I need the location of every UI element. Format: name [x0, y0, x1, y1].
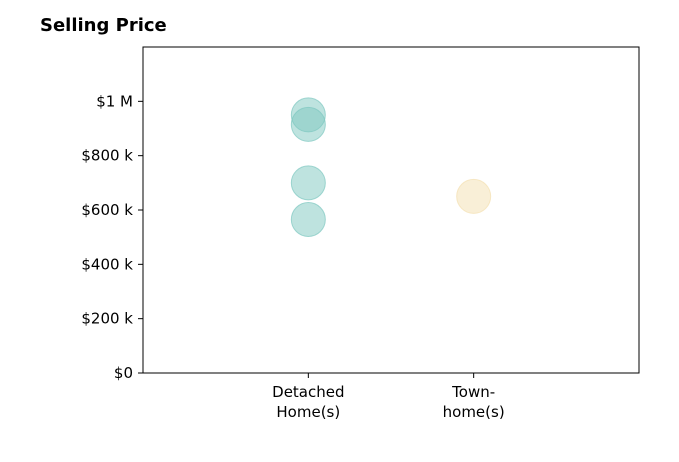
y-tick-label: $600 k: [81, 201, 133, 219]
data-point: [290, 165, 326, 201]
data-point: [456, 178, 492, 214]
points-group: [290, 97, 492, 238]
y-tick-label: $200 k: [81, 310, 133, 328]
chart-title: Selling Price: [40, 15, 167, 36]
y-tick-label: $400 k: [81, 255, 133, 273]
x-tick-label-line: home(s): [443, 403, 505, 421]
data-point: [290, 106, 326, 142]
x-tick-label: Detached Home(s): [272, 383, 344, 421]
x-tick-label-line: Town-: [451, 383, 495, 401]
x-tick-label-line: Detached: [272, 383, 344, 401]
y-tick-label: $0: [114, 364, 133, 382]
x-tick-label-line: Home(s): [276, 403, 340, 421]
y-tick-label: $800 k: [81, 147, 133, 165]
data-point: [290, 202, 326, 238]
plot-frame: [142, 46, 640, 374]
x-tick-label: Town-home(s): [443, 383, 505, 421]
tick-group: $0 $200 k $400 k $600 k $800 k $1 M Detached Ho…: [81, 92, 504, 421]
y-tick-label: $1 M: [96, 92, 133, 110]
